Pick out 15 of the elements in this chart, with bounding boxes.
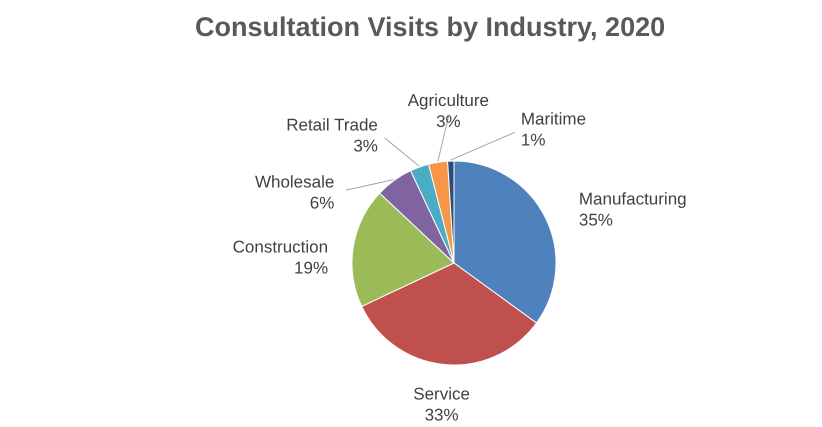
data-label: 19% xyxy=(294,258,328,278)
slice-label: Manufacturing xyxy=(578,189,687,208)
data-label: 35% xyxy=(578,210,613,230)
slice-label: Retail Trade xyxy=(286,116,378,135)
data-label: 33% xyxy=(424,405,459,424)
chart-title: Consultation Visits by Industry, 2020 xyxy=(195,12,666,42)
slice-label: Agriculture xyxy=(408,91,489,110)
slice-label: Construction xyxy=(232,238,328,257)
slice-label: Maritime xyxy=(520,110,586,129)
slice-label: Service xyxy=(413,384,470,404)
data-label: 6% xyxy=(310,193,334,212)
data-label: 3% xyxy=(436,112,461,132)
data-label: 3% xyxy=(353,136,378,156)
slice-label: Wholesale xyxy=(254,172,334,192)
data-label: 1% xyxy=(520,130,546,150)
